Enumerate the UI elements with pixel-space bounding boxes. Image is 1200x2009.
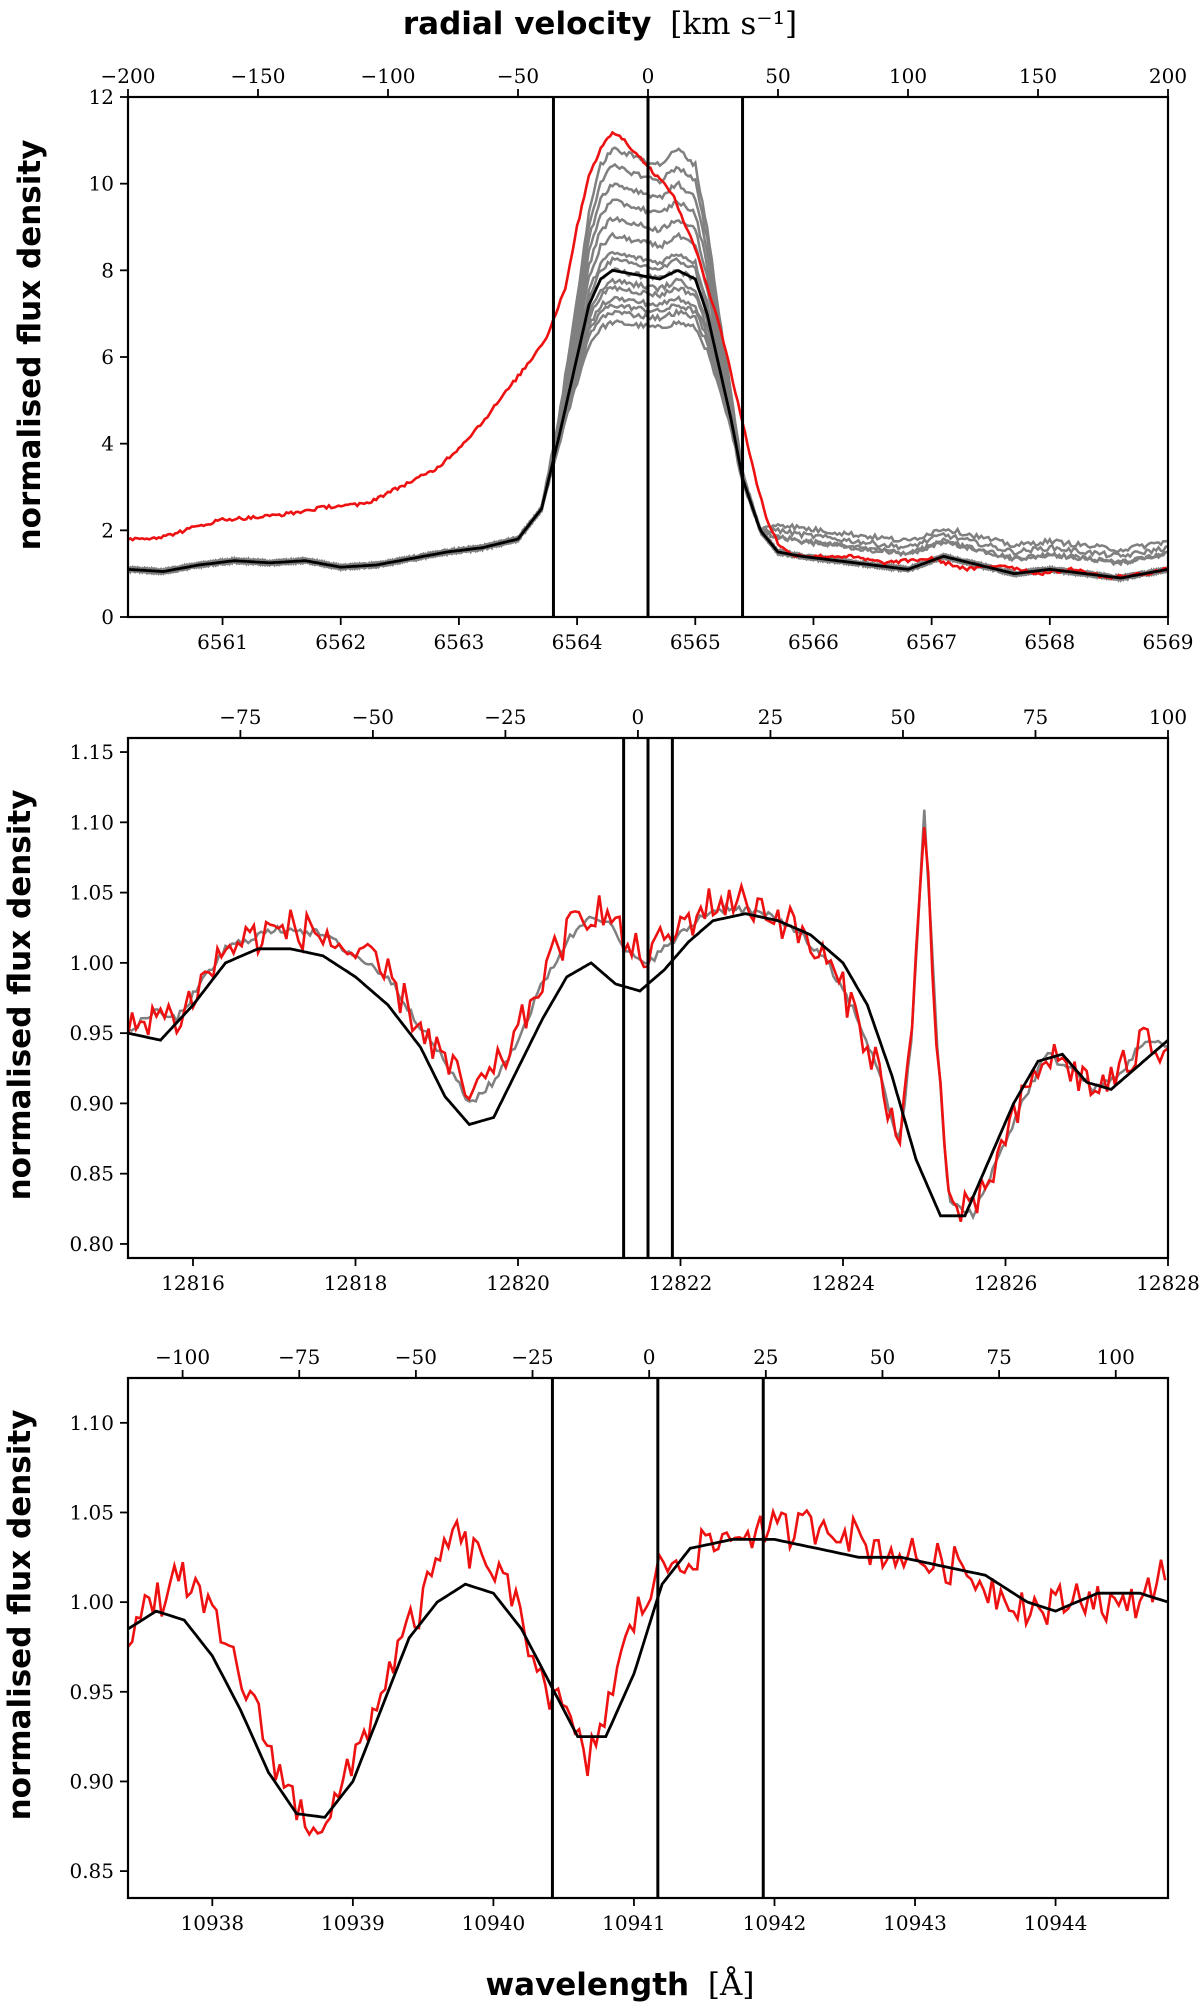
x-tick-label: 12820	[486, 1271, 550, 1295]
rv-tick-label: 75	[986, 1345, 1011, 1369]
rv-tick-label: 100	[889, 64, 927, 88]
y-tick-label: 10	[89, 172, 114, 196]
y-tick-label: 1.10	[69, 1411, 114, 1435]
rv-tick-label: −50	[497, 64, 539, 88]
rv-tick-label: 100	[1097, 1345, 1135, 1369]
x-tick-label: 6562	[315, 630, 366, 654]
bottom-axis-unit: [Å]	[708, 1965, 755, 2003]
top-axis-title: radial velocity [km s⁻¹]	[403, 6, 797, 42]
x-tick-label: 6567	[906, 630, 957, 654]
x-tick-label: 6566	[788, 630, 839, 654]
plot-area	[128, 1507, 1168, 1837]
rv-tick-label: −200	[101, 64, 156, 88]
rv-tick-label: −100	[361, 64, 416, 88]
rv-tick-label: −25	[511, 1345, 553, 1369]
ylabel-panel-1: normalised flux density	[12, 140, 48, 551]
y-tick-label: 2	[101, 518, 114, 542]
rv-tick-label: 200	[1149, 64, 1187, 88]
halpha-panel: 6561 6562 6563 6564 6565 6566 6567 6568 6569 −200…	[89, 64, 1194, 654]
top-axis-title-text: radial velocity	[403, 6, 652, 42]
rv-tick-label: 0	[632, 705, 645, 729]
rv-tick-label: 50	[765, 64, 790, 88]
bottom-axis-title-text: wavelength	[486, 1967, 690, 2003]
observed-spectrum-line	[128, 1507, 1167, 1837]
helium-panel: 10938 10939 10940 10941 10942 10943 10944 −100 −…	[69, 1345, 1170, 1935]
rv-tick-label: −150	[231, 64, 286, 88]
y-tick-label: 1.05	[69, 881, 114, 905]
axes-frame	[126, 736, 1170, 1260]
x-tick-label: 12822	[649, 1271, 713, 1295]
y-tick-label: 0.80	[69, 1232, 114, 1256]
axes-frame	[126, 1376, 1170, 1900]
rv-tick-label: 50	[890, 705, 915, 729]
rv-tick-label: −50	[395, 1345, 437, 1369]
rv-tick-label: 75	[1023, 705, 1048, 729]
y-tick-label: 0.85	[69, 1859, 114, 1883]
x-tick-label: 12828	[1136, 1271, 1200, 1295]
y-tick-label: 1.00	[69, 1590, 114, 1614]
y-tick-label: 0.90	[69, 1091, 114, 1115]
y-tick-label: 0.95	[69, 1021, 114, 1045]
rv-tick-label: 25	[753, 1345, 778, 1369]
x-tick-label: 6569	[1143, 630, 1194, 654]
y-tick-label: 1.00	[69, 951, 114, 975]
rv-tick-label: −50	[352, 705, 394, 729]
rv-tick-label: 150	[1019, 64, 1057, 88]
y-tick-label: 0.95	[69, 1680, 114, 1704]
top-axis-unit: [km s⁻¹]	[670, 6, 797, 42]
x-tick-label: 6561	[197, 630, 248, 654]
y-tick-label: 8	[101, 258, 114, 282]
x-tick-label: 12816	[161, 1271, 225, 1295]
x-tick-label: 12826	[974, 1271, 1038, 1295]
rv-tick-label: 25	[758, 705, 783, 729]
x-tick-label: 6563	[433, 630, 484, 654]
y-tick-label: 1.05	[69, 1500, 114, 1524]
y-tick-label: 0	[101, 605, 114, 629]
rv-tick-label: −75	[278, 1345, 320, 1369]
y-tick-label: 12	[89, 85, 114, 109]
y-tick-label: 1.15	[69, 740, 114, 764]
x-tick-label: 6564	[552, 630, 603, 654]
x-tick-label: 12818	[324, 1271, 388, 1295]
y-tick-label: 4	[101, 432, 114, 456]
x-tick-label: 10940	[462, 1911, 526, 1935]
x-tick-label: 10939	[321, 1911, 385, 1935]
x-tick-label: 6568	[1024, 630, 1075, 654]
x-tick-label: 10942	[743, 1911, 807, 1935]
x-tick-label: 10943	[883, 1911, 947, 1935]
x-tick-label: 10944	[1024, 1911, 1088, 1935]
rv-tick-label: −100	[155, 1345, 210, 1369]
rv-tick-label: 100	[1149, 705, 1187, 729]
y-tick-label: 0.85	[69, 1162, 114, 1186]
ylabel-panel-3: normalised flux density	[2, 1410, 38, 1821]
rv-tick-label: 0	[643, 1345, 656, 1369]
bottom-axis-title: wavelength [Å]	[486, 1965, 755, 2003]
ylabel-panel-2: normalised flux density	[2, 790, 38, 1201]
rv-tick-label: 50	[870, 1345, 895, 1369]
x-tick-label: 12824	[811, 1271, 875, 1295]
y-tick-label: 0.90	[69, 1769, 114, 1793]
rv-tick-label: 0	[642, 64, 655, 88]
y-tick-label: 1.10	[69, 810, 114, 834]
mean-spectrum-line	[128, 1538, 1168, 1819]
rv-tick-label: −25	[484, 705, 526, 729]
x-tick-label: 10938	[181, 1911, 245, 1935]
rv-tick-label: −75	[219, 705, 261, 729]
x-tick-label: 10941	[602, 1911, 666, 1935]
x-tick-label: 6565	[670, 630, 721, 654]
paschen-beta-panel: 12816 12818 12820 12822 12824 12826 12828 −75 −5…	[69, 705, 1199, 1295]
y-tick-label: 6	[101, 345, 114, 369]
